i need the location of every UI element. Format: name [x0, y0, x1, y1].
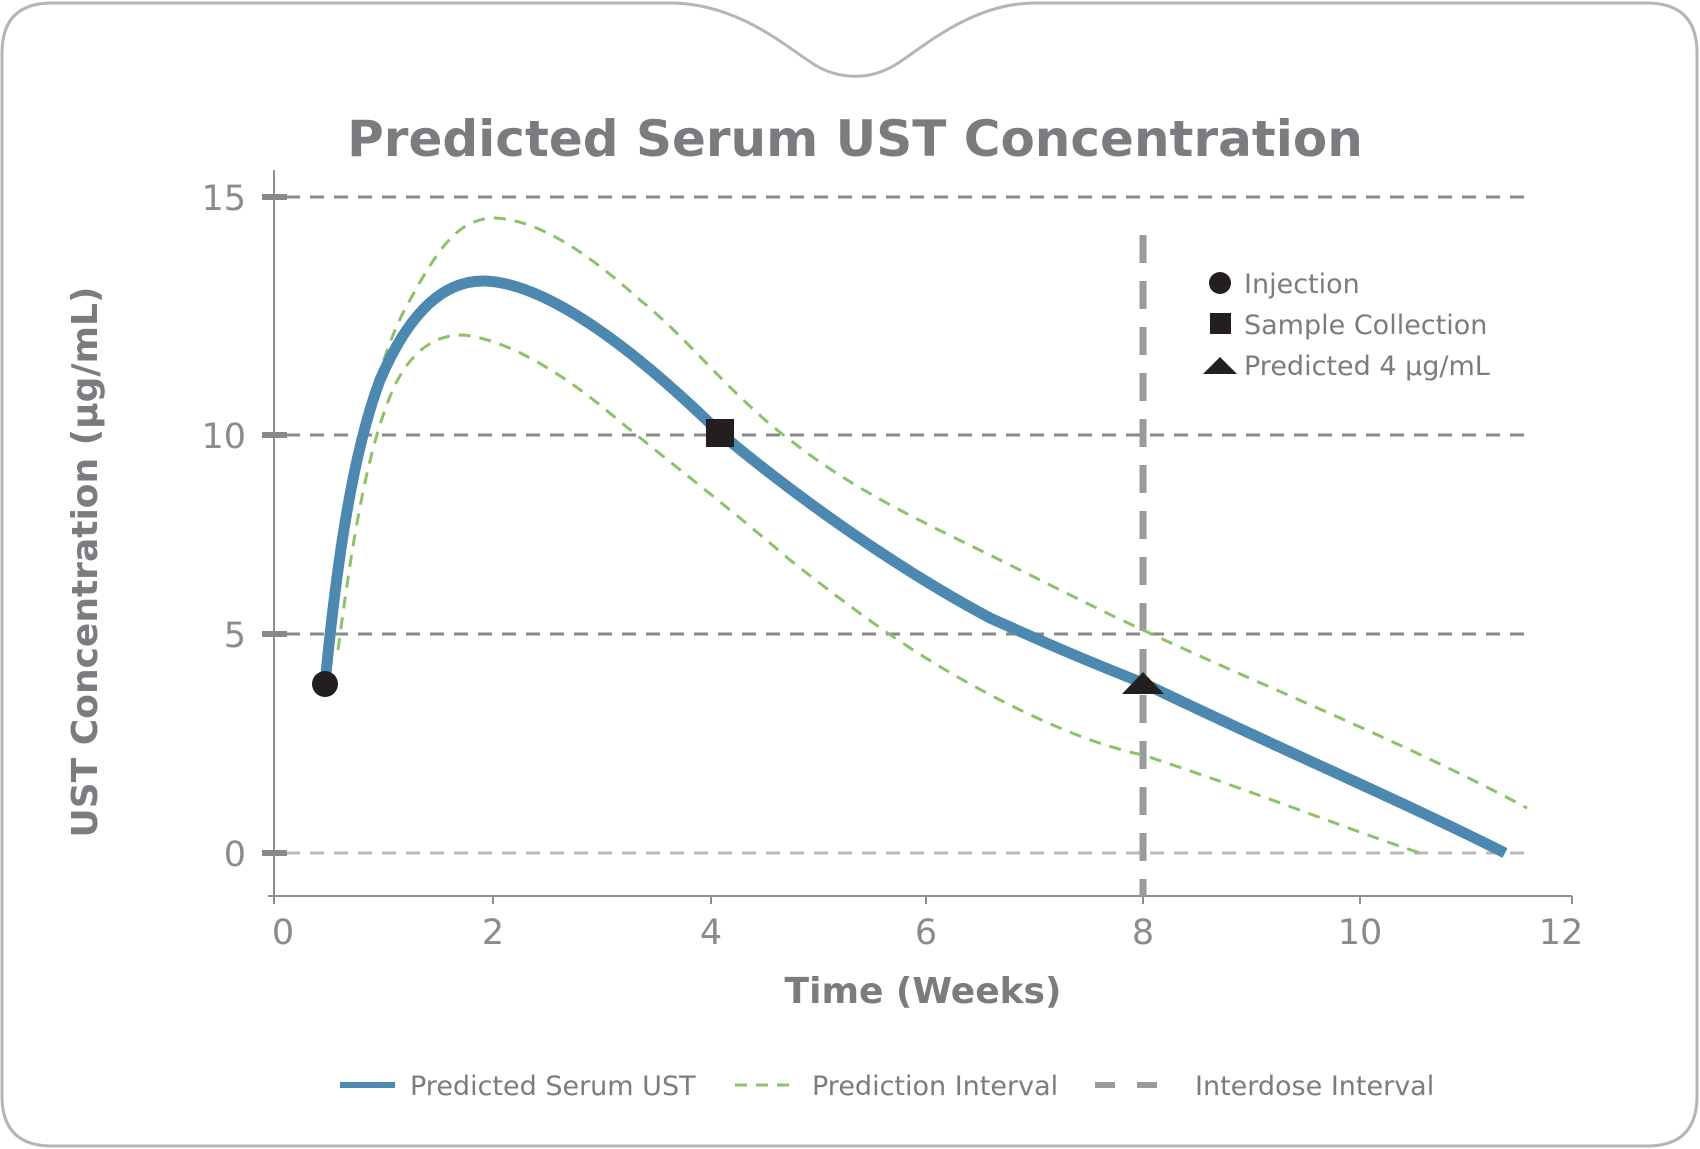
y-tick-5: 5: [224, 616, 246, 656]
legend-predicted-4: Predicted 4 µg/mL: [1244, 351, 1490, 382]
x-axis-label: Time (Weeks): [785, 971, 1062, 1012]
legend-sample-collection: Sample Collection: [1244, 310, 1487, 341]
series-legend: Predicted Serum UST Prediction Interval …: [340, 1071, 1434, 1102]
triangle-legend-icon: [1203, 357, 1237, 374]
y-tick-10: 10: [201, 417, 246, 457]
y-axis: 15 10 5 0: [201, 170, 287, 898]
legend-predicted-serum-ust: Predicted Serum UST: [410, 1071, 696, 1102]
gridlines: [286, 195, 1528, 855]
y-tick-0: 0: [224, 835, 246, 875]
chart-title: Predicted Serum UST Concentration: [347, 110, 1363, 168]
x-tick-4: 4: [700, 913, 722, 953]
x-axis: 0 2 4 6 8 10 12: [268, 895, 1584, 953]
x-tick-12: 12: [1539, 913, 1584, 953]
y-tick-15: 15: [201, 179, 246, 219]
predicted-4-marker: [1122, 672, 1164, 694]
legend-interdose-interval: Interdose Interval: [1195, 1071, 1434, 1102]
legend-prediction-interval: Prediction Interval: [812, 1071, 1058, 1102]
x-tick-6: 6: [915, 913, 937, 953]
legend-injection: Injection: [1244, 269, 1360, 300]
sample-collection-legend-icon: [1210, 313, 1231, 334]
x-tick-2: 2: [482, 913, 504, 953]
x-tick-8: 8: [1132, 913, 1154, 953]
x-tick-0: 0: [272, 913, 294, 953]
prediction-interval-upper: [343, 216, 1528, 810]
sample-collection-marker: [706, 419, 734, 447]
marker-legend: Injection Sample Collection Predicted 4 …: [1203, 269, 1490, 382]
y-axis-label: UST Concentration (µg/mL): [65, 287, 106, 838]
injection-marker: [312, 671, 338, 697]
x-tick-10: 10: [1338, 913, 1383, 953]
injection-legend-icon: [1209, 272, 1231, 294]
